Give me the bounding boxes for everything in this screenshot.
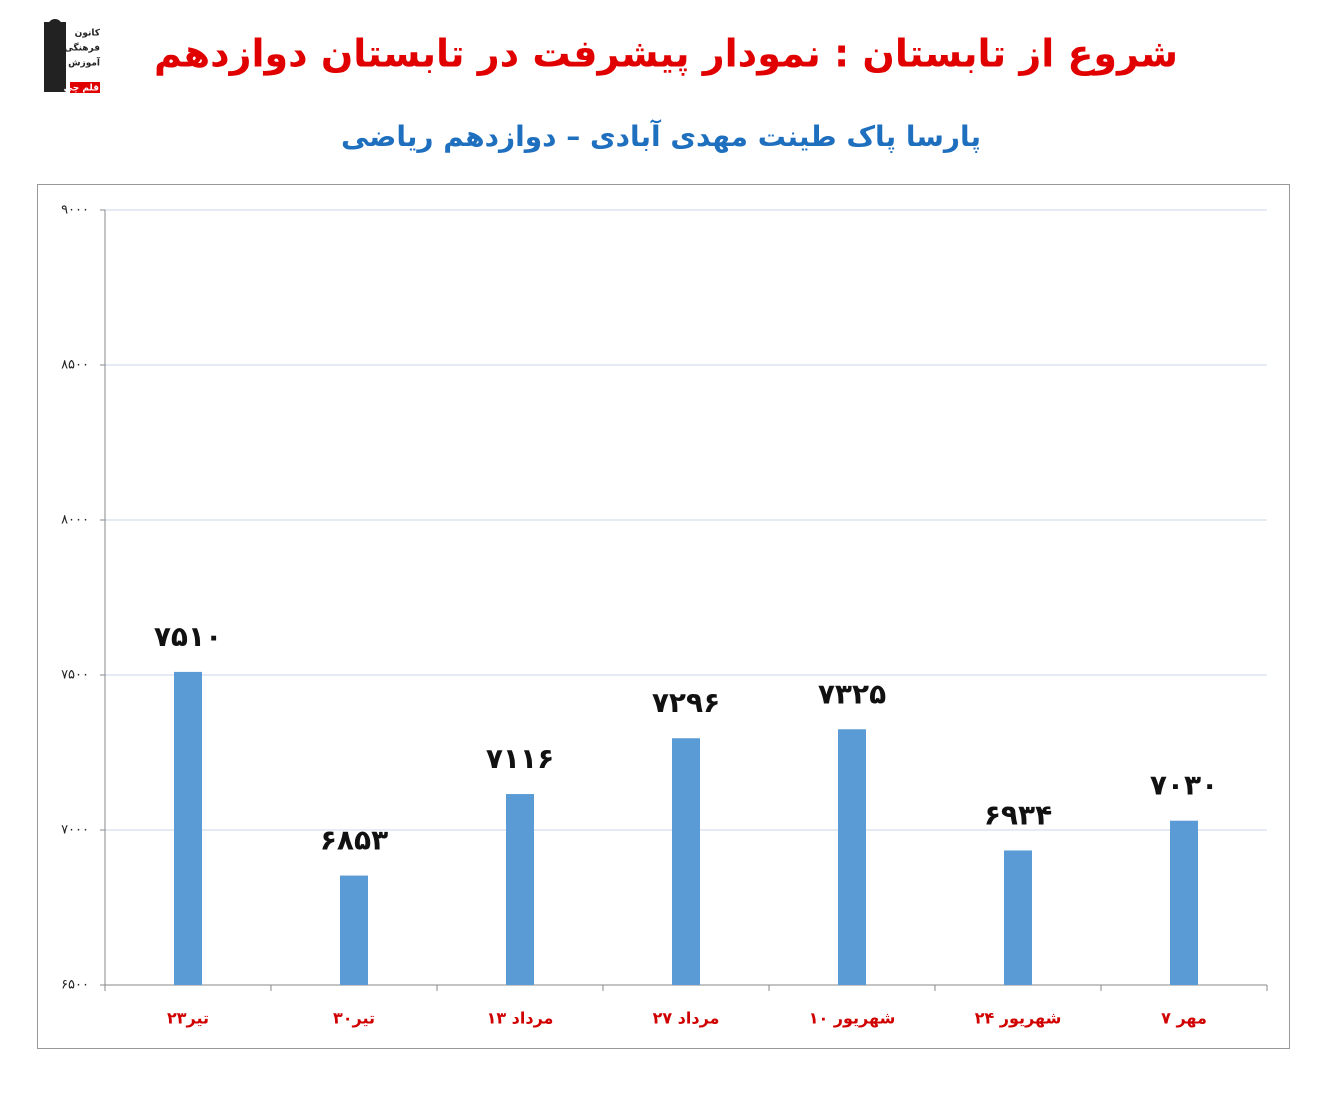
- logo-text: کانون: [75, 29, 101, 39]
- x-tick-label: ۲۴ شهریور: [975, 1009, 1062, 1028]
- bar: [1170, 820, 1198, 985]
- logo: کانون فرهنگی آموزش قلم چی: [44, 19, 101, 94]
- chart-title: شروع از تابستان : نمودار پیشرفت در تابست…: [154, 32, 1178, 77]
- bar: [1004, 850, 1032, 985]
- value-label: ۷۱۱۶: [486, 742, 554, 775]
- x-tick-label: ۳۰تیر: [333, 1009, 375, 1028]
- logo-figure: [44, 22, 66, 92]
- bar: [838, 729, 866, 985]
- value-label: ۶۸۵۳: [320, 824, 388, 857]
- logo-text: فرهنگی: [64, 42, 100, 54]
- value-label: ۷۵۱۰: [154, 620, 222, 653]
- value-label: ۷۳۲۵: [818, 677, 886, 710]
- y-tick-label: ۷۵۰۰: [61, 668, 89, 683]
- bar: [340, 875, 368, 985]
- y-tick-label: ۸۰۰۰: [61, 513, 89, 528]
- value-label: ۶۹۳۴: [984, 798, 1052, 831]
- x-tick-label: ۲۷ مرداد: [653, 1009, 720, 1028]
- y-tick-label: ۸۵۰۰: [61, 358, 89, 373]
- y-tick-label: ۷۰۰۰: [61, 823, 89, 838]
- logo-head: [48, 19, 62, 33]
- chart-frame: [37, 184, 1290, 1049]
- y-tick-label: ۶۵۰۰: [61, 978, 89, 993]
- value-label: ۷۰۳۰: [1150, 769, 1218, 802]
- logo-text: آموزش: [68, 57, 101, 69]
- x-tick-label: ۱۰ شهریور: [809, 1009, 896, 1028]
- x-tick-label: ۷ مهر: [1161, 1009, 1207, 1028]
- bar: [506, 794, 534, 985]
- bar: [174, 671, 202, 985]
- x-tick-label: ۱۳ مرداد: [487, 1009, 554, 1028]
- logo-badge: [70, 82, 100, 93]
- value-label: ۷۲۹۶: [652, 686, 720, 719]
- bar: [672, 738, 700, 985]
- logo-text: قلم چی: [64, 84, 99, 94]
- y-tick-label: ۹۰۰۰: [61, 203, 89, 218]
- x-tick-label: ۲۳تیر: [167, 1009, 209, 1028]
- chart-subtitle: پارسا پاک طینت مهدی آبادی – دوازدهم ریاض…: [341, 119, 981, 153]
